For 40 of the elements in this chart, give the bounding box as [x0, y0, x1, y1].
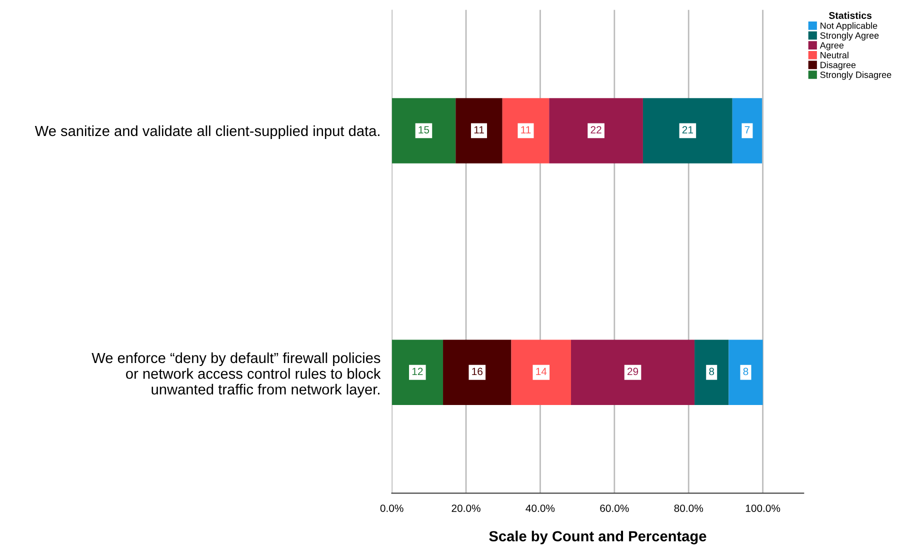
legend-label: Disagree: [820, 62, 856, 70]
bar: [443, 340, 512, 405]
bar: [728, 340, 763, 405]
x-tick-label: 80.0%: [674, 504, 703, 512]
x-tick-label: 100.0%: [746, 504, 780, 512]
annotation: 11: [474, 126, 484, 134]
annotation: 15: [418, 126, 430, 134]
annotation: 21: [682, 126, 693, 134]
annotation: 8: [743, 368, 748, 376]
bar: [549, 98, 643, 164]
annotation: 11: [521, 126, 531, 134]
annotation: 29: [628, 368, 638, 376]
annotation: 12: [412, 368, 423, 376]
x-tick-label: 20.0%: [452, 504, 480, 512]
bar: [694, 340, 729, 405]
bar: [456, 98, 502, 164]
y-tick-label: We enforce “deny by default” firewall policies or network access control rules to block unwanted traffic from network layer.: [92, 352, 381, 398]
bar: [511, 340, 572, 405]
annotation: 22: [590, 126, 602, 134]
annotation: 14: [536, 368, 547, 376]
bar: [392, 340, 444, 405]
legend-label: Not Applicable: [820, 22, 878, 31]
legend-title: Statistics: [828, 12, 872, 19]
legend-label: Strongly Agree: [820, 32, 879, 40]
annotation: 8: [709, 368, 714, 376]
legend-label: Strongly Disagree: [820, 71, 892, 80]
x-tick-label: 40.0%: [526, 504, 555, 512]
annotation: 16: [472, 368, 482, 376]
x-tick-label: 0.0%: [380, 504, 404, 512]
bar: [732, 98, 762, 164]
bar: [571, 340, 695, 405]
bar: [502, 98, 550, 164]
bar: [642, 98, 732, 164]
y-tick-label: We sanitize and validate all client-supplied input data.: [34, 125, 380, 140]
legend-label: Agree: [820, 42, 844, 50]
legend-label: Neutral: [820, 52, 848, 58]
x-axis-title: Scale by Count and Percentage: [489, 530, 706, 544]
bar: [392, 98, 456, 164]
x-tick-label: 60.0%: [600, 504, 629, 512]
annotation: 7: [744, 126, 750, 134]
